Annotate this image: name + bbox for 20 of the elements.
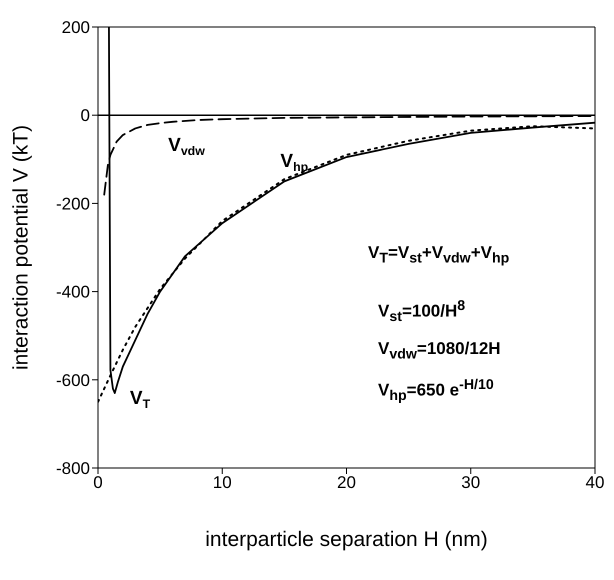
annotation: V$_{vdw}$=1080/12H <box>377 339 502 363</box>
series-label: V$_{T}$ <box>130 388 151 412</box>
annotation: V$_{st}$=100/H$^{8}$ <box>377 298 466 326</box>
y-tick-label: -200 <box>56 194 90 214</box>
y-tick-label: -800 <box>56 459 90 478</box>
y-tick-label: -600 <box>56 370 90 390</box>
x-tick-label: 30 <box>461 473 480 492</box>
x-axis-title: interparticle separation H (nm) <box>205 528 488 551</box>
series-label: V$_{hp}$ <box>280 151 309 174</box>
y-tick-label: 0 <box>80 106 90 126</box>
x-tick-label: 10 <box>212 473 232 492</box>
y-axis-title: interaction potential V (kT) <box>9 124 32 370</box>
y-tick-label: 200 <box>62 18 90 38</box>
x-tick-label: 40 <box>586 473 604 492</box>
annotation: V$_{T}$=V$_{st}$+V$_{vdw}$+V$_{hp}$ <box>368 243 510 266</box>
y-tick-label: -400 <box>56 282 90 302</box>
x-tick-label: 0 <box>93 473 103 492</box>
x-tick-label: 20 <box>337 473 356 492</box>
annotation: V$_{hp}$=650 e$^{-H/10}$ <box>377 376 495 404</box>
series-label: V$_{vdw}$ <box>168 135 206 158</box>
